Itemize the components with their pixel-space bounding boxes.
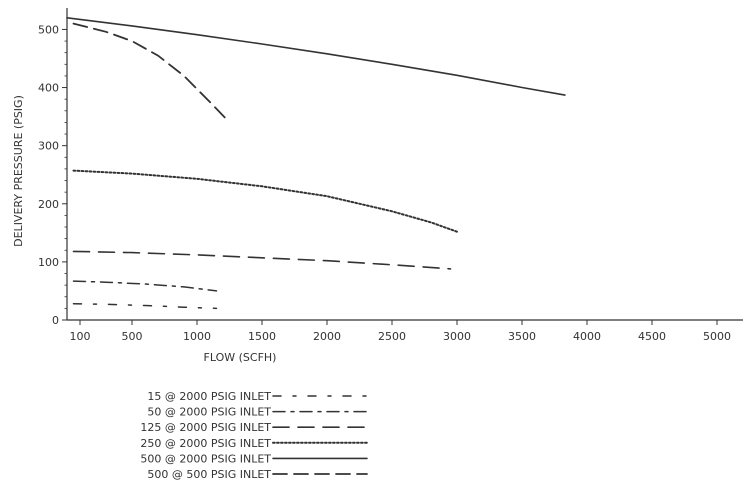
x-tick-label: 5000 xyxy=(703,330,731,343)
series-line-4 xyxy=(66,17,566,96)
series-line-2 xyxy=(72,250,452,270)
x-tick-label: 3000 xyxy=(443,330,471,343)
y-tick-label: 0 xyxy=(52,314,59,327)
series-line-5 xyxy=(72,22,231,124)
series-lines xyxy=(66,17,566,310)
x-tick-label: 100 xyxy=(70,330,91,343)
legend-label-4: 500 @ 2000 PSIG INLET xyxy=(140,452,271,465)
x-tick-label: 3500 xyxy=(508,330,536,343)
x-tick-label: 4500 xyxy=(638,330,666,343)
series-line-1 xyxy=(72,280,218,292)
y-tick-label: 200 xyxy=(38,198,59,211)
legend-label-0: 15 @ 2000 PSIG INLET xyxy=(147,390,271,403)
legend: 15 @ 2000 PSIG INLET 50 @ 2000 PSIG INLET… xyxy=(140,390,368,481)
series-line-3 xyxy=(72,169,458,233)
legend-label-5: 500 @ 500 PSIG INLET xyxy=(147,468,271,481)
x-tick-label: 4000 xyxy=(573,330,601,343)
x-tick-label: 1500 xyxy=(248,330,276,343)
x-axis-title: FLOW (SCFH) xyxy=(204,351,277,364)
x-tick-label: 2500 xyxy=(378,330,406,343)
y-tick-label: 300 xyxy=(38,140,59,153)
axes: 0 100 200 300 400 500 100 500 1000 1500 2000 2500 30… xyxy=(12,8,743,364)
x-tick-label: 2000 xyxy=(313,330,341,343)
x-tick-label: 500 xyxy=(122,330,143,343)
y-axis-title: DELIVERY PRESSURE (PSIG) xyxy=(12,95,25,247)
legend-label-3: 250 @ 2000 PSIG INLET xyxy=(140,437,271,450)
y-tick-label: 100 xyxy=(38,256,59,269)
x-tick-label: 1000 xyxy=(183,330,211,343)
series-line-0 xyxy=(72,302,218,310)
y-tick-label: 500 xyxy=(38,23,59,36)
legend-label-2: 125 @ 2000 PSIG INLET xyxy=(140,421,271,434)
legend-label-1: 50 @ 2000 PSIG INLET xyxy=(147,406,271,419)
y-tick-label: 400 xyxy=(38,82,59,95)
